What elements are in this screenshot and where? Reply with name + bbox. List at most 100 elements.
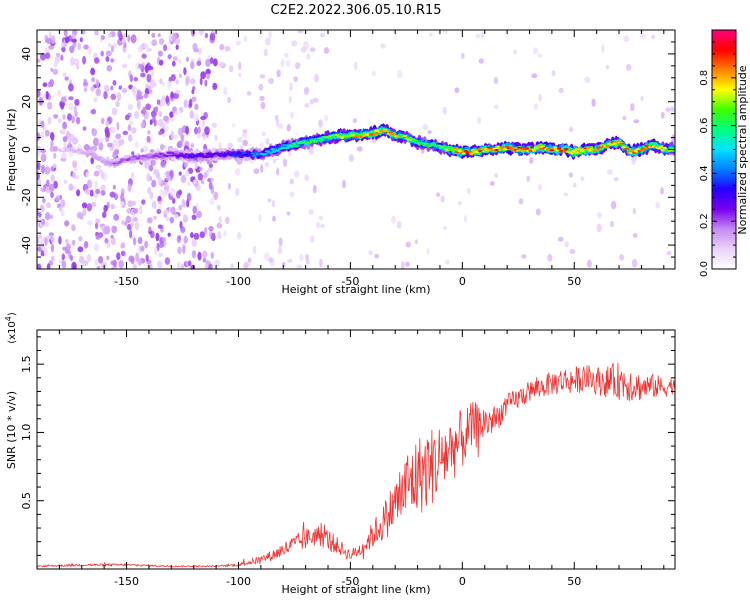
spectrogram-noise-point [50,243,55,253]
spectrogram-noise-point [127,200,134,208]
x-tick-label: -100 [226,575,251,588]
spectrogram-noise-point [183,67,187,76]
spectrogram-noise-point [297,30,304,34]
spectrogram-ridge-cell [578,148,583,151]
spectrogram-noise-point [405,241,411,248]
spectrogram-ridge-cell [632,151,637,154]
spectrogram-noise-point [60,96,67,103]
spectrogram-noise-point [116,252,121,261]
spectrogram-ridge-cell [662,146,667,150]
spectrogram-ridge-cell [62,147,67,150]
spectrogram-ridge-cell [585,147,590,150]
spectrogram-noise-point [111,107,118,116]
spectrogram-ridge-cell [512,146,517,150]
spectrogram-noise-point [304,102,310,108]
spectrogram-ridge-cell [130,157,135,160]
spectrogram-noise-point [95,218,101,224]
spectrogram-noise-point [98,142,104,151]
spectrogram-noise-point [40,187,46,192]
spectrogram-noise-point [143,93,149,99]
spectrogram-ridge-cell [669,147,675,150]
spectrogram-noise-point [320,32,326,38]
spectrogram-noise-point [190,61,195,70]
spectrogram-noise-point [124,221,128,227]
spectrogram-noise-point [37,150,40,158]
y-tick-label: 0 [20,146,33,153]
spectrogram-noise-point [48,44,55,50]
spectrogram-noise-point [112,80,117,86]
spectrogram-ridge-cell [592,149,598,152]
spectrogram-noise-point [177,246,182,255]
spectrogram-noise-point [397,69,403,79]
snr-y-label: SNR (10 * v/v) [5,391,18,469]
spectrogram-noise-point [150,159,156,166]
spectrogram-ridge-cell [481,150,486,153]
spectrogram-noise-point [71,224,76,232]
spectrogram-noise-point [239,144,244,150]
spectrogram-noise-point [52,146,59,152]
spectrogram-noise-point [110,126,116,134]
spectrogram-noise-point [277,245,283,255]
spectrogram-noise-point [162,237,167,242]
spectrogram-noise-point [112,42,118,49]
spectrogram-ridge-cell [474,150,479,154]
spectrogram-noise-point [128,134,133,142]
spectrogram-noise-point [209,197,215,206]
spectrogram-ridge-cell [137,155,143,158]
spectrogram-noise-point [126,208,132,214]
spectrogram-noise-point [176,140,183,149]
spectrogram-noise-point [91,145,98,152]
spectrogram-noise-point [132,207,139,214]
spectrogram-noise-point [94,30,99,36]
spectrogram-ridge-cell [179,152,184,156]
spectrogram-noise-point [295,62,301,70]
spectrogram-noise-point [243,262,249,269]
spectrogram-noise-point [37,235,40,245]
spectrogram-noise-point [210,252,215,259]
spectrogram-noise-point [208,263,213,269]
spectrogram-noise-point [521,254,527,259]
spectrogram-noise-point [168,33,174,42]
spectrogram-noise-point [651,34,656,40]
spectrogram-noise-point [173,134,179,140]
spectrogram-ridge-cell [291,142,297,145]
spectrogram-noise-point [320,223,326,228]
spectrogram-noise-point [183,162,189,168]
spectrogram-noise-point [276,167,280,176]
spectrogram-noise-point [113,141,120,150]
spectrogram-noise-point [601,44,605,53]
spectrogram-noise-point [563,192,569,197]
spectrogram-noise-point [197,173,204,181]
spectrogram-noise-point [435,192,441,197]
spectrogram-noise-point [150,69,155,77]
spectrogram-noise-point [200,71,207,80]
spectrogram-noise-point [204,226,208,235]
spectrogram-noise-point [156,208,162,215]
spectrogram-ridge-cell [254,151,259,154]
spectrogram-noise-point [67,113,72,121]
spectrogram-noise-point [52,68,59,75]
spectrogram-noise-point [213,58,218,67]
spectrogram-noise-point [280,59,285,68]
spectrogram-noise-point [127,34,131,43]
spectrogram-noise-point [249,159,254,164]
spectrogram-noise-point [374,253,380,259]
spectrogram-noise-point [146,217,153,224]
spectrogram-noise-point [111,225,118,234]
spectrogram-noise-point [282,261,286,268]
spectrogram-ridge-cell [488,147,494,149]
spectrogram-noise-point [146,62,151,71]
spectrogram-noise-point [207,178,211,183]
spectrogram-noise-point [117,30,123,39]
spectrogram-noise-point [264,252,270,262]
spectrogram-noise-point [157,260,163,269]
spectrogram-noise-point [191,238,197,248]
spectrogram-noise-point [312,97,319,103]
spectrogram-noise-point [177,235,182,242]
spectrogram-noise-point [227,97,232,103]
spectrogram-ridge-cell [612,142,617,145]
spectrogram-noise-point [149,119,153,126]
spectrogram-noise-point [180,174,187,184]
spectrogram-noise-point [93,170,100,177]
spectrogram-noise-point [529,156,534,164]
